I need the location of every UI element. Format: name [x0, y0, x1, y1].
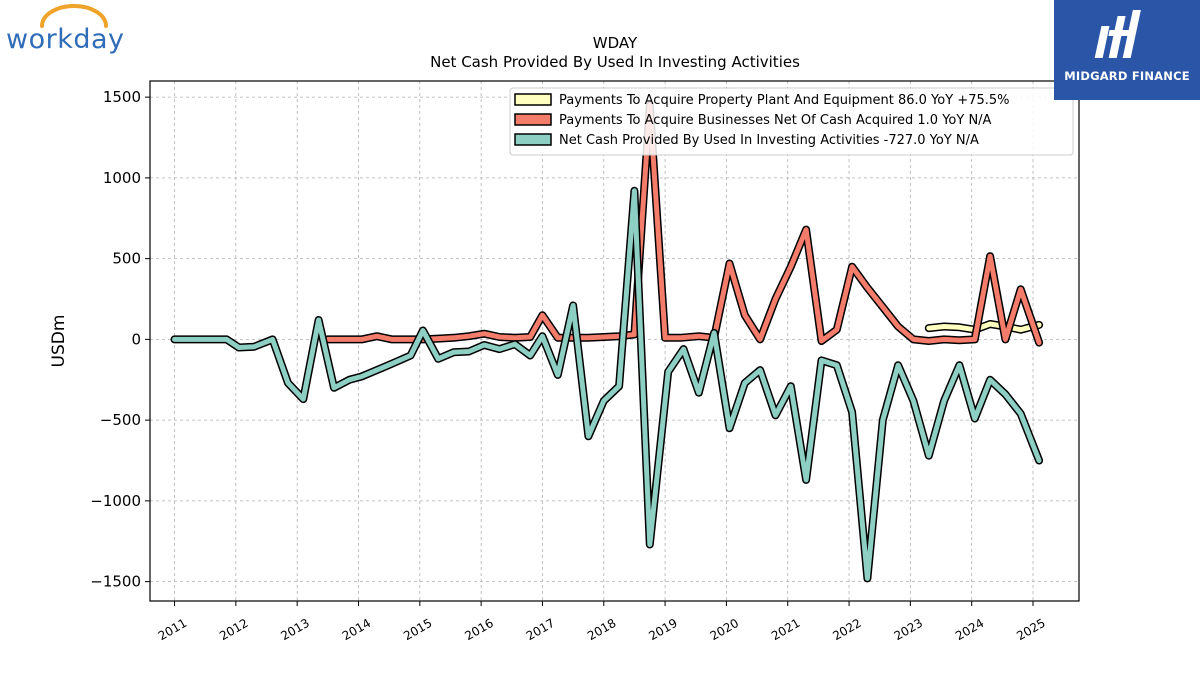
legend-item: Net Cash Provided By Used In Investing A… [514, 133, 979, 148]
series-stroke [325, 102, 1042, 346]
series-line-1 [323, 101, 1044, 347]
midgard-finance-logo-text: MIDGARD FINANCE [1064, 69, 1190, 83]
x-tick-label: 2014 [340, 616, 373, 643]
x-tick-label: 2017 [524, 616, 557, 643]
series-line-0 [924, 320, 1044, 334]
legend-item: Payments To Acquire Property Plant And E… [514, 93, 1010, 108]
x-tick-label: 2018 [585, 616, 618, 643]
series-layer [170, 101, 1044, 583]
x-tick-label: 2025 [1014, 616, 1047, 643]
chart-subtitle: Net Cash Provided By Used In Investing A… [430, 53, 800, 71]
workday-logo: workday [4, 4, 144, 60]
series-line-2 [170, 186, 1044, 583]
plot-frame [149, 80, 1080, 602]
x-axis: 2011 2012 2013 2014 2015 2016 2017 2018 2019 2020… [156, 601, 1048, 643]
workday-logo-text: workday [6, 24, 125, 55]
x-tick-label: 2023 [892, 616, 925, 643]
x-tick-label: 2024 [953, 616, 986, 643]
y-tick-label: 1500 [103, 88, 141, 106]
x-tick-label: 2012 [217, 616, 250, 643]
y-axis-label: USDm [49, 315, 69, 368]
legend-swatch [514, 93, 552, 106]
legend-swatch [514, 113, 552, 126]
workday-arc-logo-icon [40, 4, 108, 28]
series-stroke [172, 188, 1042, 581]
y-tick-label: −500 [100, 411, 141, 429]
legend-label: Payments To Acquire Businesses Net Of Ca… [559, 113, 992, 128]
x-tick-label: 2019 [646, 616, 679, 643]
x-tick-label: 2016 [462, 616, 495, 643]
chart-title: WDAY [593, 34, 638, 52]
x-tick-label: 2022 [830, 616, 863, 643]
midgard-finance-logo-icon [1094, 10, 1141, 58]
y-tick-label: 1000 [103, 169, 141, 187]
legend-box [509, 87, 1074, 156]
x-tick-label: 2011 [156, 616, 189, 643]
x-tick-label: 2020 [708, 616, 741, 643]
legend: Payments To Acquire Property Plant And E… [509, 87, 1074, 156]
x-tick-label: 2013 [278, 616, 311, 643]
legend-item: Payments To Acquire Businesses Net Of Ca… [514, 113, 992, 128]
y-tick-label: −1500 [90, 573, 141, 591]
y-axis: 1500 1000 500 0 −500 −1000 −1500 [90, 88, 150, 591]
y-tick-label: 0 [131, 330, 141, 348]
series-stroke [926, 321, 1042, 333]
x-tick-label: 2015 [401, 616, 434, 643]
legend-label: Payments To Acquire Property Plant And E… [559, 93, 1010, 108]
y-tick-label: −1000 [90, 492, 141, 510]
x-tick-label: 2021 [769, 616, 802, 643]
y-tick-label: 500 [112, 250, 141, 268]
midgard-finance-logo: MIDGARD FINANCE [1054, 0, 1200, 100]
legend-label: Net Cash Provided By Used In Investing A… [559, 133, 979, 148]
legend-swatch [514, 133, 552, 146]
